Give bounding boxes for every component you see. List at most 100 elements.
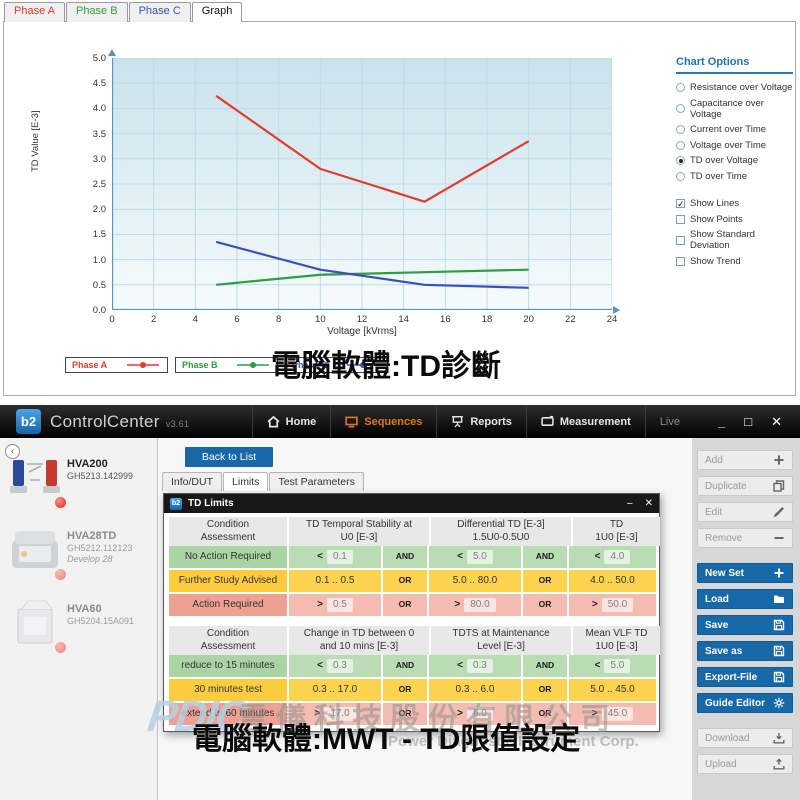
checkbox-option-show-lines[interactable]: ✓ Show Lines xyxy=(676,198,793,209)
edit-button[interactable]: Edit xyxy=(697,502,793,522)
device-image xyxy=(10,599,66,653)
limit-value-input[interactable]: 0.3 xyxy=(466,659,493,673)
column-header: Differential TD [E-3] 1.5U0-0.5U0 xyxy=(431,517,571,546)
condition-label: Further Study Advised xyxy=(169,570,287,592)
limit-cell: >6.0 xyxy=(429,703,521,725)
device-name: HVA200 xyxy=(67,458,108,470)
chart-legend: Phase A Phase B Phase C xyxy=(65,357,388,373)
y-tick: 2.5 xyxy=(92,179,106,190)
limit-value-input[interactable]: 6.0 xyxy=(466,707,493,721)
plus-icon xyxy=(774,455,784,465)
content-tab-bar: Info/DUT Limits Test Parameters xyxy=(162,472,365,491)
device-item-hva60[interactable]: HVA60 GH5204.15A091 xyxy=(10,599,155,653)
limit-value-input[interactable]: 0.3 xyxy=(326,659,353,673)
radio-label: Capacitance over Voltage xyxy=(690,97,764,120)
remove-button[interactable]: Remove xyxy=(697,528,793,548)
limit-table-header: Condition Assessment TD Temporal Stability… xyxy=(169,517,660,546)
td-diagnosis-panel: Phase A Phase B Phase C Graph TD Value [E-3… xyxy=(3,2,796,396)
joiner-text: AND xyxy=(535,551,555,562)
save-as-button[interactable]: Save as xyxy=(697,641,793,661)
y-tick: 0.5 xyxy=(92,279,106,291)
tab-graph[interactable]: Graph xyxy=(191,2,243,22)
radio-option-voltage-over-time[interactable]: Voltage over Time xyxy=(676,140,793,151)
legend-label: Phase A xyxy=(72,360,108,370)
condition-label: No Action Required xyxy=(169,546,287,568)
limit-value-input[interactable]: 45.0 xyxy=(601,707,634,721)
tab-phase-b[interactable]: Phase B xyxy=(65,2,128,22)
column-header: Mean VLF TD 1U0 [E-3] xyxy=(573,626,660,655)
nav-item-reports[interactable]: Reports xyxy=(436,405,526,438)
device-item-hva28td[interactable]: HVA28TD GH5212.112123 Develop 28 xyxy=(10,526,155,580)
nav-item-sequences[interactable]: Sequences xyxy=(330,405,436,438)
x-axis-arrow-icon xyxy=(613,306,620,314)
legend-item-phase-c[interactable]: Phase C xyxy=(285,357,388,373)
radio-option-capacitance-over-voltage[interactable]: Capacitance over Voltage xyxy=(676,98,793,120)
radio-option-current-over-time[interactable]: Current over Time xyxy=(676,124,793,135)
load-button[interactable]: Load xyxy=(697,589,793,609)
header-line: 1.5U0-0.5U0 xyxy=(472,531,530,543)
dialog-minimize-button[interactable]: – xyxy=(627,498,633,509)
limit-value-input[interactable]: 17.0 xyxy=(324,707,356,721)
checkbox-option-show-standard-deviation[interactable]: Show Standard Deviation xyxy=(676,229,793,251)
nav-item-live[interactable]: Live xyxy=(644,405,694,438)
pencil-icon xyxy=(774,507,784,517)
checkbox-label: Show Trend xyxy=(690,255,741,267)
y-tick: 1.0 xyxy=(92,254,106,266)
checkbox-option-show-trend[interactable]: Show Trend xyxy=(676,256,793,267)
limit-cell: >17.0 xyxy=(289,703,381,725)
legend-item-phase-b[interactable]: Phase B xyxy=(175,357,278,373)
radio-option-resistance-over-voltage[interactable]: Resistance over Voltage xyxy=(676,82,793,93)
checkbox-label: Show Standard Deviation xyxy=(690,229,755,251)
tab-limits[interactable]: Limits xyxy=(223,472,269,491)
limit-value-input[interactable]: 5.0 xyxy=(466,550,493,564)
collapse-sidebar-icon[interactable]: ‹ xyxy=(5,444,20,459)
checkbox-option-show-points[interactable]: Show Points xyxy=(676,214,793,225)
add-button[interactable]: Add xyxy=(697,450,793,470)
comparison-operator: < xyxy=(457,660,463,672)
guide-editor-button[interactable]: Guide Editor xyxy=(697,693,793,713)
device-item-hva200[interactable]: HVA200 GH5213.142999 xyxy=(10,454,155,508)
chart-type-radio-group: Resistance over Voltage Capacitance over … xyxy=(676,82,793,182)
x-tick: 24 xyxy=(606,314,618,325)
radio-icon xyxy=(676,140,685,150)
limit-value-input[interactable]: 0.5 xyxy=(326,598,353,612)
button-label: Save as xyxy=(705,645,743,657)
column-header: Change in TD between 0 and 10 mins [E-3] xyxy=(289,626,429,655)
tab-test-parameters[interactable]: Test Parameters xyxy=(269,472,364,491)
joiner-text: AND xyxy=(395,551,415,562)
close-button[interactable]: ✕ xyxy=(771,413,782,429)
save-button[interactable]: Save xyxy=(697,615,793,635)
tab-phase-a[interactable]: Phase A xyxy=(4,2,65,22)
limit-value-input[interactable]: 50.0 xyxy=(601,598,634,612)
dialog-b2-logo: b2 xyxy=(170,497,182,510)
header-line: Level [E-3] xyxy=(477,640,525,652)
duplicate-button[interactable]: Duplicate xyxy=(697,476,793,496)
legend-item-phase-a[interactable]: Phase A xyxy=(65,357,168,373)
tab-phase-c[interactable]: Phase C xyxy=(128,2,191,22)
radio-icon xyxy=(676,156,685,165)
minimize-button[interactable]: _ xyxy=(718,414,726,429)
x-tick: 12 xyxy=(356,314,368,325)
radio-option-td-over-voltage[interactable]: TD over Voltage xyxy=(676,155,793,166)
dialog-close-button[interactable]: ✕ xyxy=(644,498,653,509)
y-axis-arrow-icon xyxy=(108,49,116,56)
upload-button[interactable]: Upload xyxy=(697,754,793,774)
header-line: Condition xyxy=(206,628,250,639)
back-to-list-button[interactable]: Back to List xyxy=(185,447,273,467)
nav-item-home[interactable]: Home xyxy=(251,405,331,438)
limit-value-input[interactable]: 4.0 xyxy=(604,550,631,564)
new-set-button[interactable]: New Set xyxy=(697,563,793,583)
nav-item-measurement[interactable]: Measurement xyxy=(525,405,645,438)
tab-info-dut[interactable]: Info/DUT xyxy=(162,472,223,491)
limit-value-input[interactable]: 5.0 xyxy=(604,659,631,673)
download-button[interactable]: Download xyxy=(697,728,793,748)
limit-value-input[interactable]: 80.0 xyxy=(464,598,496,612)
maximize-button[interactable]: □ xyxy=(744,414,753,429)
radio-option-td-over-time[interactable]: TD over Time xyxy=(676,171,793,182)
export-file-button[interactable]: Export-File xyxy=(697,667,793,687)
limit-value-input[interactable]: 0.1 xyxy=(326,550,353,564)
column-header: Condition Assessment xyxy=(169,626,287,655)
x-tick: 10 xyxy=(315,314,326,325)
home-icon xyxy=(267,415,280,428)
